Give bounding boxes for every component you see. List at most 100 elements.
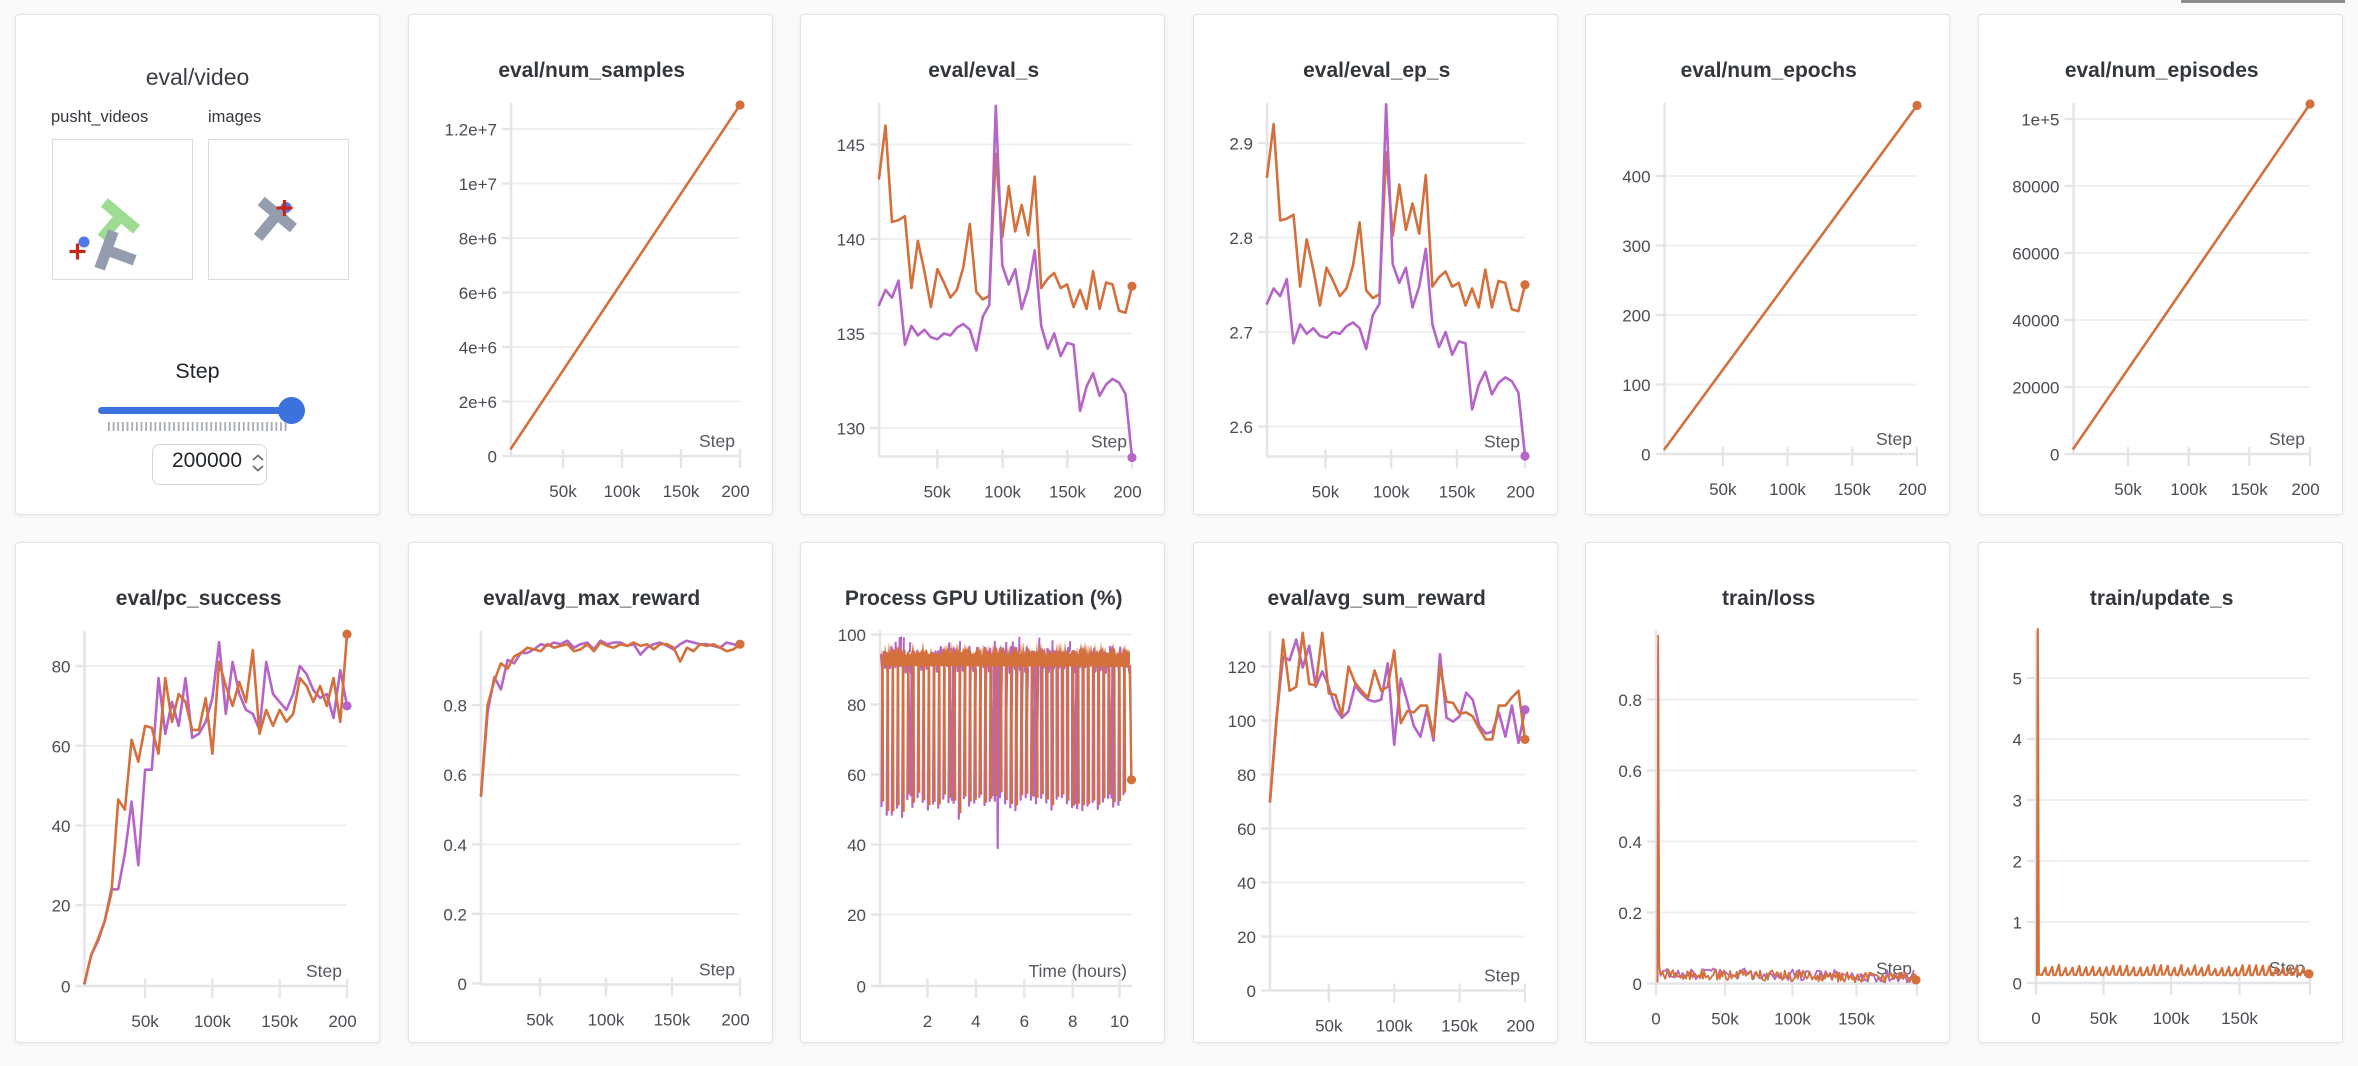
svg-text:1e+5: 1e+5 [2021, 110, 2059, 129]
svg-text:200: 200 [2291, 480, 2319, 499]
svg-text:400: 400 [1623, 167, 1651, 186]
svg-text:Step: Step [1091, 431, 1127, 451]
svg-text:150k: 150k [2221, 1009, 2258, 1028]
svg-text:50k: 50k [2090, 1009, 2118, 1028]
svg-text:80: 80 [1237, 766, 1256, 785]
svg-text:200: 200 [721, 1010, 749, 1029]
svg-text:8: 8 [1068, 1012, 1077, 1031]
svg-text:50k: 50k [131, 1012, 159, 1031]
svg-text:eval/avg_sum_reward: eval/avg_sum_reward [1267, 587, 1485, 610]
svg-text:150k: 150k [2231, 480, 2268, 499]
svg-text:20: 20 [847, 906, 866, 925]
svg-text:0: 0 [2031, 1009, 2040, 1028]
svg-text:2: 2 [923, 1012, 932, 1031]
svg-text:50k: 50k [1312, 482, 1340, 501]
svg-text:0.4: 0.4 [1619, 833, 1643, 852]
svg-text:50k: 50k [1712, 1009, 1740, 1028]
svg-text:50k: 50k [1315, 1016, 1343, 1035]
svg-text:20: 20 [52, 896, 71, 915]
svg-text:train/update_s: train/update_s [2090, 587, 2234, 610]
svg-text:100: 100 [1623, 376, 1651, 395]
svg-text:100: 100 [838, 626, 866, 645]
svg-text:Time (hours): Time (hours) [1029, 961, 1128, 981]
svg-text:6e+6: 6e+6 [458, 284, 496, 303]
svg-text:5: 5 [2013, 669, 2022, 688]
svg-text:150k: 150k [1049, 482, 1086, 501]
svg-text:eval/num_samples: eval/num_samples [498, 59, 685, 82]
svg-text:Step: Step [1876, 429, 1912, 449]
svg-text:200: 200 [1506, 482, 1534, 501]
svg-text:1e+7: 1e+7 [458, 175, 496, 194]
svg-text:0: 0 [2013, 974, 2022, 993]
svg-text:100k: 100k [1373, 482, 1410, 501]
svg-text:100k: 100k [1376, 1016, 1413, 1035]
svg-text:60: 60 [1237, 820, 1256, 839]
svg-text:eval/eval_ep_s: eval/eval_ep_s [1303, 59, 1450, 82]
svg-text:0.4: 0.4 [443, 835, 467, 854]
svg-text:0: 0 [1633, 975, 1642, 994]
svg-text:40000: 40000 [2012, 311, 2059, 330]
svg-text:6: 6 [1020, 1012, 1029, 1031]
svg-text:200: 200 [1506, 1016, 1534, 1035]
svg-text:0.2: 0.2 [1619, 904, 1643, 923]
svg-text:4e+6: 4e+6 [458, 338, 496, 357]
svg-text:Step: Step [1876, 958, 1912, 978]
svg-text:2.7: 2.7 [1229, 323, 1253, 342]
svg-text:50k: 50k [924, 482, 952, 501]
svg-text:8e+6: 8e+6 [458, 229, 496, 248]
svg-text:2: 2 [2013, 852, 2022, 871]
svg-text:200: 200 [721, 482, 749, 501]
svg-text:100k: 100k [194, 1012, 231, 1031]
svg-text:0: 0 [857, 977, 866, 996]
svg-text:200: 200 [1623, 306, 1651, 325]
svg-text:80: 80 [847, 696, 866, 715]
svg-text:40: 40 [52, 817, 71, 836]
svg-text:60: 60 [847, 766, 866, 785]
svg-text:100k: 100k [984, 482, 1021, 501]
svg-text:eval/pc_success: eval/pc_success [116, 587, 282, 610]
svg-text:50k: 50k [549, 482, 577, 501]
svg-text:0.2: 0.2 [443, 905, 467, 924]
svg-text:0: 0 [487, 447, 496, 466]
svg-text:80000: 80000 [2012, 177, 2059, 196]
svg-text:50k: 50k [1709, 480, 1737, 499]
svg-text:1.2e+7: 1.2e+7 [444, 120, 496, 139]
svg-text:150k: 150k [662, 482, 699, 501]
svg-text:150k: 150k [1438, 482, 1475, 501]
svg-text:135: 135 [837, 325, 865, 344]
svg-text:2.8: 2.8 [1229, 229, 1253, 248]
svg-text:100k: 100k [2153, 1009, 2190, 1028]
svg-text:300: 300 [1623, 237, 1651, 256]
svg-text:0: 0 [1652, 1009, 1661, 1028]
svg-text:100k: 100k [587, 1010, 624, 1029]
svg-text:60: 60 [52, 737, 71, 756]
svg-text:4: 4 [971, 1012, 980, 1031]
svg-text:200: 200 [1899, 480, 1927, 499]
svg-text:Step: Step [1484, 431, 1520, 451]
svg-text:0.8: 0.8 [1619, 691, 1643, 710]
svg-text:100k: 100k [603, 482, 640, 501]
svg-text:200: 200 [328, 1012, 356, 1031]
svg-text:Step: Step [699, 431, 735, 451]
svg-text:50k: 50k [526, 1010, 554, 1029]
svg-text:150k: 150k [653, 1010, 690, 1029]
svg-text:Step: Step [699, 959, 735, 979]
svg-text:Step: Step [1484, 965, 1520, 985]
svg-text:Step: Step [2269, 429, 2305, 449]
svg-text:80: 80 [52, 657, 71, 676]
svg-text:Process GPU Utilization (%): Process GPU Utilization (%) [845, 587, 1123, 610]
svg-text:145: 145 [837, 136, 865, 155]
svg-text:40: 40 [847, 836, 866, 855]
svg-text:10: 10 [1110, 1012, 1129, 1031]
svg-text:130: 130 [837, 419, 865, 438]
svg-text:100k: 100k [1774, 1009, 1811, 1028]
svg-text:150k: 150k [1441, 1016, 1478, 1035]
svg-text:0.8: 0.8 [443, 696, 467, 715]
svg-text:40: 40 [1237, 874, 1256, 893]
svg-text:0: 0 [2050, 445, 2059, 464]
svg-text:100k: 100k [2170, 480, 2207, 499]
svg-text:eval/num_episodes: eval/num_episodes [2065, 59, 2259, 82]
svg-text:150k: 150k [261, 1012, 298, 1031]
svg-text:20000: 20000 [2012, 378, 2059, 397]
svg-text:0: 0 [1246, 982, 1255, 1001]
